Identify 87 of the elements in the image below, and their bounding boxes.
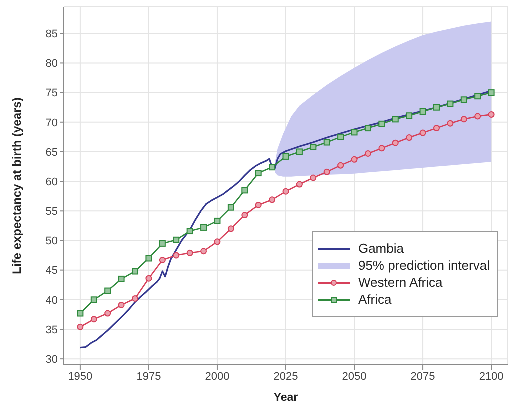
- point: [228, 226, 234, 232]
- point: [132, 295, 139, 302]
- legend-label: 95% prediction interval: [358, 257, 490, 274]
- point: [242, 212, 248, 219]
- y-tick-label: 75: [46, 88, 58, 100]
- point: [173, 252, 180, 259]
- y-tick-label: 40: [46, 294, 58, 307]
- point: [378, 120, 386, 128]
- point: [104, 310, 112, 317]
- point: [214, 238, 221, 246]
- point: [474, 93, 482, 100]
- point: [447, 100, 454, 108]
- point: [186, 228, 194, 235]
- x-tick-label: 1950: [68, 370, 93, 383]
- point: [159, 240, 166, 247]
- point: [269, 164, 276, 171]
- x-tick-label: 1975: [136, 370, 162, 383]
- point: [269, 196, 276, 204]
- legend-label: Africa: [358, 291, 392, 308]
- y-axis-title: Life expectancy at birth (years): [10, 98, 24, 274]
- point: [77, 324, 84, 330]
- y-tick-label: 70: [46, 117, 58, 130]
- point: [310, 144, 317, 150]
- point: [406, 134, 413, 142]
- point: [364, 125, 372, 132]
- point: [255, 170, 262, 177]
- point: [296, 148, 303, 156]
- point: [378, 145, 386, 152]
- point: [310, 174, 317, 182]
- point: [200, 248, 208, 255]
- point: [296, 181, 303, 188]
- point: [338, 134, 344, 140]
- point: [242, 187, 248, 194]
- point: [351, 156, 358, 163]
- point: [214, 218, 221, 224]
- x-tick-label: 2075: [410, 370, 436, 383]
- y-tick-label: 30: [46, 354, 58, 366]
- point: [488, 90, 495, 96]
- point: [433, 125, 440, 132]
- point: [460, 96, 468, 104]
- point: [90, 296, 98, 304]
- point: [447, 120, 454, 127]
- point: [200, 224, 208, 231]
- x-tick-label: 2100: [479, 370, 504, 383]
- point: [132, 268, 139, 275]
- legend-label: Western Africa: [358, 274, 443, 291]
- point: [146, 275, 152, 282]
- y-tick-label: 85: [46, 28, 58, 41]
- point: [159, 257, 166, 264]
- y-tick-label: 65: [46, 146, 58, 159]
- legend-label: Gambia: [358, 240, 404, 257]
- x-tick-label: 2025: [274, 370, 298, 383]
- point: [406, 112, 413, 120]
- point: [351, 129, 358, 136]
- point: [338, 162, 344, 169]
- point: [186, 250, 194, 256]
- point: [324, 139, 330, 146]
- y-tick-label: 50: [46, 236, 58, 248]
- point: [392, 116, 399, 123]
- point: [77, 310, 84, 317]
- y-tick-label: 35: [46, 324, 58, 336]
- point: [420, 108, 426, 115]
- x-tick-label: 2050: [342, 370, 367, 383]
- point: [474, 113, 482, 120]
- point: [173, 236, 180, 244]
- point: [282, 153, 290, 160]
- point: [420, 130, 426, 136]
- point: [460, 116, 468, 123]
- x-axis-title: Year: [274, 392, 299, 404]
- y-tick-label: 60: [46, 176, 58, 188]
- point: [488, 111, 495, 118]
- x-tick-label: 2000: [205, 370, 230, 383]
- point: [90, 316, 98, 323]
- y-tick-label: 45: [46, 265, 58, 278]
- point: [433, 104, 440, 111]
- point: [104, 288, 112, 294]
- point: [228, 204, 234, 211]
- point: [118, 302, 125, 308]
- point: [324, 168, 330, 176]
- point: [392, 140, 399, 146]
- point: [118, 276, 125, 282]
- point: [146, 255, 152, 262]
- point: [364, 150, 372, 157]
- y-tick-label: 80: [46, 58, 58, 70]
- point: [255, 202, 262, 208]
- y-tick-label: 55: [46, 206, 58, 218]
- point: [282, 188, 290, 195]
